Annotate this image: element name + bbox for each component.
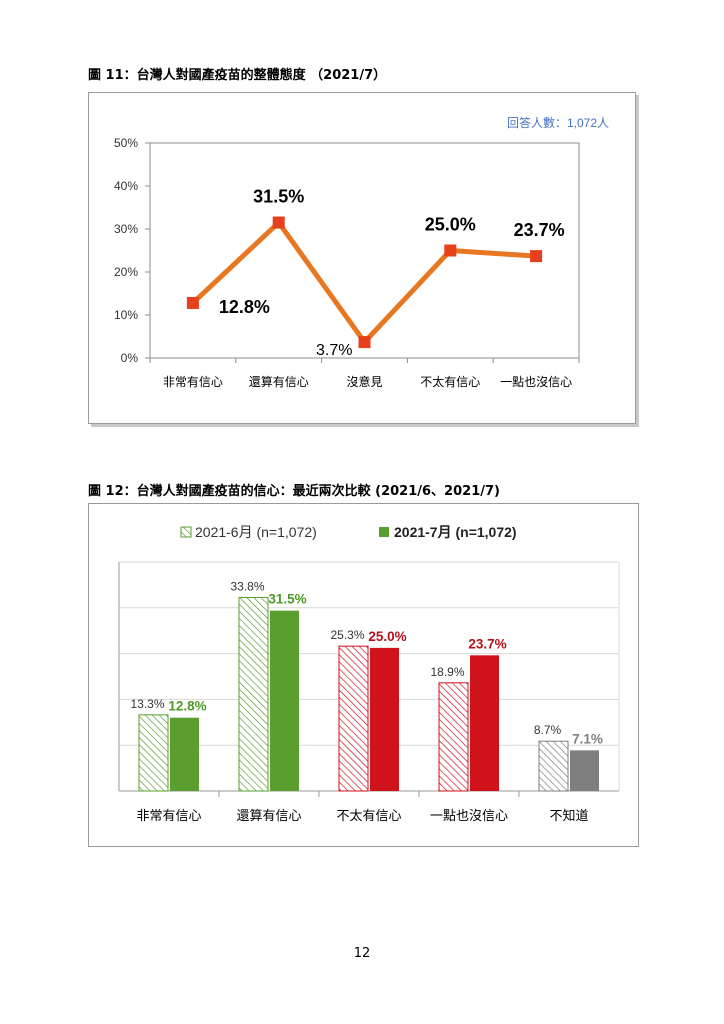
data-label-2021-07: 25.0% xyxy=(368,629,406,644)
data-label-2021-06: 18.9% xyxy=(430,665,464,679)
data-label: 12.8% xyxy=(219,297,270,317)
x-category-label: 非常有信心 xyxy=(136,808,201,823)
data-label-2021-06: 13.3% xyxy=(130,697,164,711)
legend-swatch-2021-07 xyxy=(379,527,389,537)
y-tick-label: 20% xyxy=(114,265,138,279)
y-tick-label: 40% xyxy=(114,179,138,193)
data-point-marker xyxy=(272,216,285,229)
data-point-marker xyxy=(530,250,543,263)
data-label-2021-07: 23.7% xyxy=(468,636,506,651)
x-category-label: 不太有信心 xyxy=(336,808,401,823)
x-category-label: 還算有信心 xyxy=(249,374,309,389)
y-tick-label: 30% xyxy=(114,222,138,236)
data-label-2021-06: 8.7% xyxy=(534,723,562,737)
y-tick-label: 10% xyxy=(114,308,138,322)
x-category-label: 非常有信心 xyxy=(163,375,223,389)
figure-11-frame: 0% 10% 20% 30% 40% 50% 非常有信心 還算有信心 沒意見 不太有信心 一點也沒信… xyxy=(88,92,636,424)
bar-2021-07 xyxy=(270,610,299,791)
x-category-label: 一點也沒信心 xyxy=(430,808,508,823)
x-category-label: 不太有信心 xyxy=(420,374,480,389)
respondent-count-annotation: 回答人數：1,072人 xyxy=(507,115,609,130)
x-category-label: 還算有信心 xyxy=(236,808,301,823)
page-number: 12 xyxy=(353,946,371,961)
data-label: 23.7% xyxy=(514,220,565,240)
bar-2021-07 xyxy=(170,717,199,791)
data-label-2021-06: 33.8% xyxy=(230,579,264,593)
data-label-2021-07: 7.1% xyxy=(572,731,603,746)
bar-chart: 13.3% 12.8% 非常有信心 33.8% 31.5% 還算有信心 25.3% 25.0%… xyxy=(118,524,620,823)
bar-2021-07 xyxy=(370,647,399,791)
legend-label-2021-06: 2021-6月 (n=1,072) xyxy=(195,524,317,540)
bar-2021-06 xyxy=(338,645,369,792)
bar-2021-06 xyxy=(538,740,569,792)
plot-area xyxy=(149,142,580,359)
figure-11-title: 圖 11：台灣人對國產疫苗的整體態度 （2021/7） xyxy=(88,68,387,83)
data-label-2021-07: 31.5% xyxy=(268,592,306,607)
data-label: 25.0% xyxy=(425,215,476,235)
bar-2021-07 xyxy=(570,750,599,791)
bar-2021-06 xyxy=(138,714,169,792)
x-category-label: 一點也沒信心 xyxy=(500,375,572,389)
data-label-2021-07: 12.8% xyxy=(168,699,206,714)
bar-2021-07 xyxy=(470,655,499,791)
x-category-label: 不知道 xyxy=(549,808,588,823)
bar-2021-06 xyxy=(238,596,269,792)
data-point-marker xyxy=(444,244,457,257)
legend-swatch-2021-06 xyxy=(180,526,192,538)
y-tick-label: 0% xyxy=(121,351,139,365)
line-chart: 0% 10% 20% 30% 40% 50% 非常有信心 還算有信心 沒意見 不太有信心 一點也沒信… xyxy=(114,115,609,389)
y-tick-label: 50% xyxy=(114,136,138,150)
figure-12-frame: 13.3% 12.8% 非常有信心 33.8% 31.5% 還算有信心 25.3% 25.0%… xyxy=(88,503,639,847)
data-label: 31.5% xyxy=(253,187,304,207)
data-label: 3.7% xyxy=(316,342,352,359)
data-point-marker xyxy=(358,336,371,349)
legend-label-2021-07: 2021-7月 (n=1,072) xyxy=(394,524,517,540)
bar-2021-06 xyxy=(438,682,469,792)
figure-12-title: 圖 12：台灣人對國產疫苗的信心：最近兩次比較 (2021/6、2021/7) xyxy=(88,484,500,499)
data-point-marker xyxy=(186,296,199,309)
x-category-label: 沒意見 xyxy=(346,374,382,389)
data-label-2021-06: 25.3% xyxy=(330,628,364,642)
